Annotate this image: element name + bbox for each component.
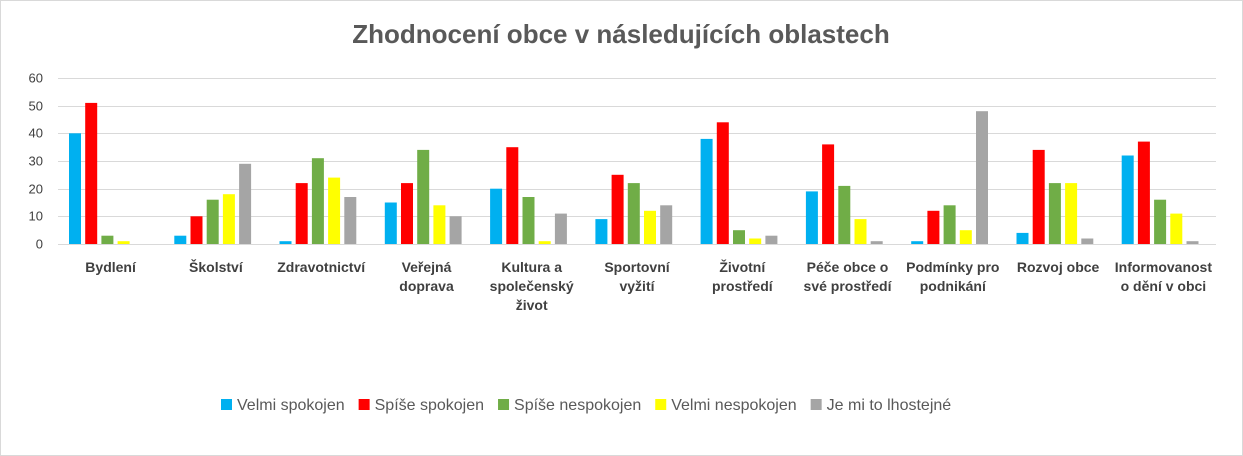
bar [927, 210, 940, 244]
bar [765, 235, 778, 244]
legend-label: Je mi to lhostejné [827, 397, 952, 414]
x-category-label: Školství [189, 258, 244, 275]
legend-swatch [655, 399, 667, 410]
y-tick-label: 50 [29, 99, 43, 114]
legend-label: Spíše nespokojen [514, 397, 641, 414]
x-category-label: doprava [399, 278, 454, 294]
bar [69, 133, 81, 244]
bar [838, 185, 851, 244]
x-category-label: Kultura a [501, 259, 562, 275]
x-category-label: prostředí [712, 278, 774, 294]
bar [1065, 183, 1078, 244]
legend-swatch [498, 399, 510, 410]
bar [611, 174, 624, 244]
y-tick-label: 60 [29, 71, 43, 86]
bar [328, 177, 341, 244]
x-category-label: Sportovní [604, 259, 670, 275]
y-tick-label: 0 [36, 237, 43, 252]
bar [700, 138, 713, 244]
bar [627, 183, 640, 244]
bar [716, 122, 729, 244]
legend-swatch [358, 399, 370, 410]
x-category-label: své prostředí [804, 278, 893, 294]
y-tick-label: 30 [29, 154, 43, 169]
bar [595, 219, 608, 244]
bar [1048, 183, 1061, 244]
legend-label: Velmi spokojen [237, 397, 345, 414]
chart-title: Zhodnocení obce v následujících oblastec… [352, 19, 889, 49]
y-tick-label: 40 [29, 126, 43, 141]
bar [506, 147, 519, 244]
bar [85, 102, 98, 245]
bar [1081, 238, 1094, 244]
bar [943, 205, 956, 244]
bar [870, 241, 883, 244]
bar [401, 183, 413, 244]
bar [222, 194, 235, 244]
bar [733, 230, 745, 244]
legend-label: Velmi nespokojen [671, 397, 796, 414]
bar [433, 205, 446, 244]
bar [538, 241, 551, 244]
bar [911, 241, 924, 244]
bar [295, 183, 308, 244]
bar [959, 230, 972, 244]
bar [279, 241, 292, 244]
bar [311, 158, 324, 244]
bar [522, 197, 535, 244]
bar [805, 191, 818, 244]
y-tick-label: 20 [29, 182, 43, 197]
bar [554, 213, 567, 244]
bar [417, 149, 430, 244]
bar [384, 202, 397, 244]
bar [854, 219, 867, 244]
x-category-label: podnikání [920, 278, 987, 294]
bar [190, 216, 203, 244]
legend-label: Spíše spokojen [375, 397, 484, 414]
x-category-label: Zdravotnictví [277, 259, 366, 275]
bar [1016, 232, 1029, 244]
x-category-label: Životní [719, 258, 766, 275]
x-category-label: Bydlení [85, 259, 137, 275]
legend-swatch [810, 399, 822, 410]
bar [660, 205, 673, 244]
x-category-label: Péče obce o [807, 259, 889, 275]
y-tick-label: 10 [29, 209, 43, 224]
x-category-label: vyžití [619, 278, 655, 294]
x-category-label: společenský [490, 278, 574, 294]
bar [117, 241, 130, 244]
bar [1154, 199, 1167, 244]
bar [1121, 155, 1134, 244]
bar [822, 144, 835, 244]
x-category-label: Rozvoj obce [1017, 259, 1100, 275]
x-category-label: Veřejná [402, 259, 452, 275]
legend-swatch [221, 399, 232, 410]
bar [1032, 149, 1045, 244]
bar [101, 235, 114, 244]
bar [976, 111, 988, 244]
x-category-label: život [516, 297, 548, 313]
bars [69, 102, 1199, 245]
y-axis-ticks: 0 10 20 30 40 50 60 [29, 71, 43, 252]
bar [1186, 241, 1199, 244]
bar [206, 199, 219, 244]
bar [174, 235, 187, 244]
x-category-label: Informovanost [1115, 259, 1213, 275]
bar [1137, 141, 1150, 244]
bar [449, 216, 462, 244]
bar [1170, 213, 1183, 244]
x-axis-categories: Bydlení Školství Zdravotnictví Veřejná dopra… [85, 258, 1212, 313]
bar [490, 188, 503, 244]
bar [239, 163, 252, 244]
legend: Velmi spokojen Spíše spokojen Spíše nespok… [221, 397, 951, 414]
bar [344, 197, 357, 244]
bar [749, 238, 762, 244]
x-category-label: Podmínky pro [906, 259, 999, 275]
x-category-label: o dění v obci [1121, 278, 1207, 294]
bar [644, 210, 656, 244]
